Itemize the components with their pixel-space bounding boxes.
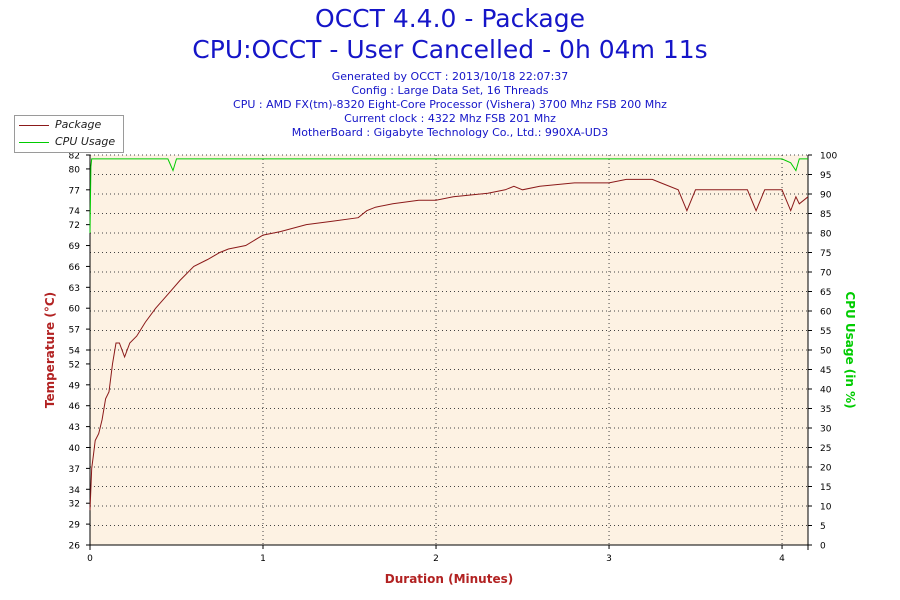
y-tick-label: 66 xyxy=(69,263,81,273)
y-tick-label: 63 xyxy=(69,284,80,294)
y-tick-label: 82 xyxy=(69,152,80,162)
legend-swatch-package xyxy=(19,125,49,126)
y-tick-label: 43 xyxy=(69,423,80,433)
y-tick-label: 40 xyxy=(69,444,81,454)
y2-tick-label: 85 xyxy=(820,210,831,220)
y2-tick-label: 5 xyxy=(820,522,826,532)
y2-tick-label: 15 xyxy=(820,483,831,493)
legend: Package CPU Usage xyxy=(14,115,124,153)
y2-tick-label: 35 xyxy=(820,405,831,415)
y-tick-label: 80 xyxy=(69,165,81,175)
y2-tick-label: 40 xyxy=(820,386,832,396)
legend-label-package: Package xyxy=(55,118,102,131)
info-clock: Current clock : 4322 Mhz FSB 201 Mhz xyxy=(344,112,556,125)
y2-tick-label: 80 xyxy=(820,230,832,240)
legend-item-cpu-usage: CPU Usage xyxy=(15,134,123,150)
y-tick-label: 29 xyxy=(69,521,81,531)
x-axis-label: Duration (Minutes) xyxy=(385,572,513,586)
y-tick-label: 69 xyxy=(69,242,81,252)
chart-subtitle: CPU:OCCT - User Cancelled - 0h 04m 11s xyxy=(192,35,708,64)
y2-tick-label: 95 xyxy=(820,171,831,181)
y-tick-label: 32 xyxy=(69,500,80,510)
y2-tick-label: 55 xyxy=(820,327,831,337)
y-tick-label: 77 xyxy=(69,186,80,196)
y-tick-label: 37 xyxy=(69,465,80,475)
legend-swatch-cpu-usage xyxy=(19,142,49,143)
y-tick-label: 54 xyxy=(69,347,81,357)
chart-title: OCCT 4.4.0 - Package xyxy=(315,4,585,33)
y-tick-label: 74 xyxy=(69,207,81,217)
x-tick-label: 3 xyxy=(606,554,612,564)
y2-tick-label: 65 xyxy=(820,288,831,298)
y-tick-label: 72 xyxy=(69,221,80,231)
y-axis-label: Temperature (°C) xyxy=(43,292,57,408)
y2-tick-label: 75 xyxy=(820,249,831,259)
y2-axis-label: CPU Usage (in %) xyxy=(843,291,857,408)
y2-tick-label: 100 xyxy=(820,152,837,162)
y-tick-label: 60 xyxy=(69,305,81,315)
legend-item-package: Package xyxy=(15,117,123,133)
x-tick-label: 4 xyxy=(779,554,785,564)
y2-tick-label: 60 xyxy=(820,308,832,318)
plot-area xyxy=(90,155,808,545)
x-tick-label: 0 xyxy=(87,554,93,564)
y2-tick-label: 45 xyxy=(820,366,831,376)
series-line-cpu-usage xyxy=(89,158,808,234)
y2-tick-label: 50 xyxy=(820,347,832,357)
y-tick-label: 57 xyxy=(69,326,80,336)
info-generated: Generated by OCCT : 2013/10/18 22:07:37 xyxy=(331,70,569,83)
info-motherboard: MotherBoard : Gigabyte Technology Co., L… xyxy=(291,126,609,139)
y2-tick-label: 90 xyxy=(820,191,832,201)
x-tick-label: 2 xyxy=(433,554,439,564)
y-tick-label: 46 xyxy=(69,402,81,412)
y2-tick-label: 10 xyxy=(820,503,832,513)
y2-tick-label: 25 xyxy=(820,444,831,454)
y2-tick-label: 0 xyxy=(820,542,826,552)
y-tick-label: 52 xyxy=(69,360,80,370)
y2-tick-label: 30 xyxy=(820,425,832,435)
x-tick-label: 1 xyxy=(260,554,266,564)
y-tick-label: 49 xyxy=(69,381,81,391)
series-line-package xyxy=(89,178,809,511)
y-tick-label: 26 xyxy=(69,542,81,552)
legend-label-cpu-usage: CPU Usage xyxy=(55,135,116,148)
info-config: Config : Large Data Set, 16 Threads xyxy=(351,84,549,97)
y2-tick-label: 20 xyxy=(820,464,832,474)
info-cpu: CPU : AMD FX(tm)-8320 Eight-Core Process… xyxy=(233,98,667,111)
y2-tick-label: 70 xyxy=(820,269,832,279)
y-tick-label: 34 xyxy=(69,486,81,496)
